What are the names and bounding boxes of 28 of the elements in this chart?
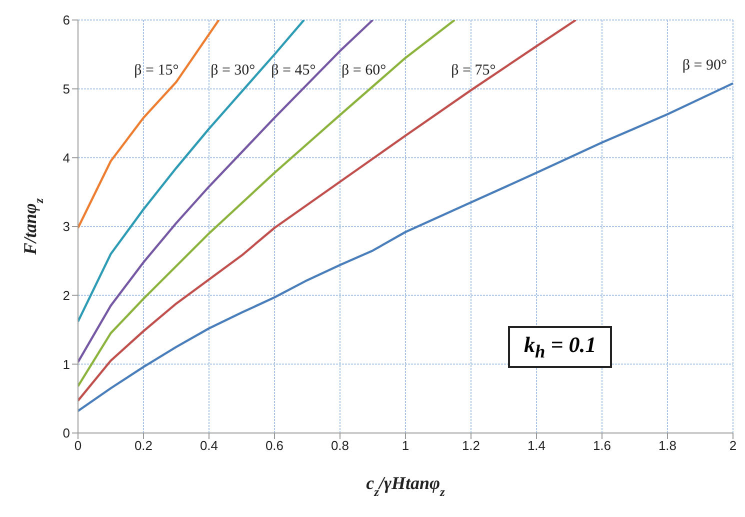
x-tick-label: 1.8 [658, 438, 677, 454]
y-tick-label: 6 [62, 12, 70, 28]
series-label: β = 75° [451, 62, 496, 79]
y-tick-label: 1 [62, 356, 70, 372]
y-tick-label: 4 [62, 150, 70, 166]
y-tick-label: 5 [62, 81, 70, 96]
annotation: k$_{h}$ = 0.1 [524, 332, 596, 362]
x-tick-label: 2 [729, 438, 737, 454]
y-tick-label: 3 [62, 219, 70, 234]
y-tick-label: 2 [62, 288, 70, 303]
series-label: β = 30° [210, 62, 256, 79]
x-tick-label: 0.2 [134, 438, 153, 454]
x-tick-label: 0.6 [265, 438, 284, 454]
series-label: β = 60° [341, 62, 386, 79]
line-series [78, 20, 220, 229]
series-label: β = 15° [134, 62, 179, 79]
x-tick-label: 0.4 [200, 438, 218, 454]
x-tick-label: 1.4 [527, 438, 546, 454]
x-tick-label: 1.2 [462, 438, 480, 454]
x-tick-label: 1.6 [592, 438, 612, 454]
x-tick-label: 1 [402, 438, 410, 454]
series-label: β = 90° [682, 57, 727, 74]
x-tick-label: 0 [74, 438, 82, 454]
x-axis-title: c$_{z}$/γHtanφ$_{z}$ [366, 473, 446, 499]
series-label: β = 45° [271, 62, 316, 79]
y-tick-label: 0 [62, 426, 70, 441]
x-tick-label: 0.8 [330, 438, 350, 454]
line-series [78, 82, 733, 412]
